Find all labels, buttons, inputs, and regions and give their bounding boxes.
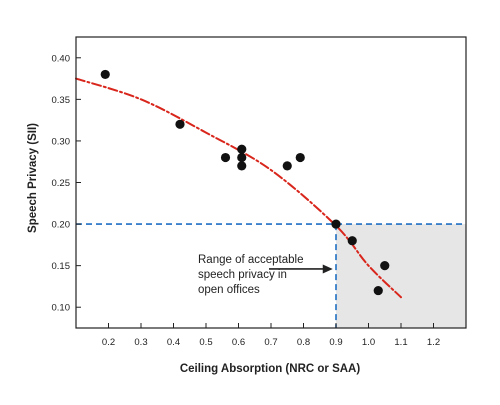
x-tick-label: 0.8 — [297, 337, 310, 348]
y-tick-label: 0.30 — [52, 136, 71, 147]
x-axis-label: Ceiling Absorption (NRC or SAA) — [180, 363, 361, 375]
x-axis-ticks: 0.2 0.3 0.4 0.5 0.6 0.7 0.8 0.9 1.0 1.1 1.2 — [102, 323, 440, 348]
data-point — [100, 69, 110, 80]
acceptable-range-region — [336, 224, 466, 328]
annotation-line-2: speech privacy in — [198, 269, 287, 281]
data-point — [237, 144, 247, 154]
data-point — [237, 152, 247, 163]
x-tick-label: 1.1 — [394, 337, 407, 348]
reference-lines — [76, 223, 466, 328]
y-tick-label: 0.10 — [52, 303, 71, 314]
x-tick-label: 0.5 — [199, 337, 212, 348]
x-tick-label: 0.2 — [102, 337, 115, 348]
annotation: Range of acceptable speech privacy in op… — [198, 254, 333, 296]
trend-line-group — [75, 77, 402, 299]
x-tick-label: 0.9 — [329, 337, 342, 348]
data-point — [282, 161, 292, 171]
shaded-region — [336, 224, 466, 328]
y-tick-label: 0.20 — [52, 220, 71, 231]
data-point — [380, 261, 390, 271]
x-tick-label: 0.6 — [232, 337, 245, 348]
x-tick-label: 0.7 — [264, 337, 277, 348]
x-tick-label: 1.2 — [427, 337, 440, 348]
y-tick-label: 0.25 — [52, 178, 71, 189]
trend-line — [75, 77, 402, 299]
annotation-line-3: open offices — [198, 284, 260, 296]
data-point — [373, 285, 383, 296]
x-tick-label: 1.0 — [362, 337, 375, 348]
y-tick-label: 0.35 — [52, 95, 71, 106]
data-point — [331, 219, 341, 229]
data-point — [175, 119, 185, 129]
data-point — [347, 236, 357, 246]
y-axis-label: Speech Privacy (SII) — [27, 123, 39, 233]
y-axis-ticks: 0.10 0.15 0.20 0.25 0.30 0.35 0.40 — [52, 53, 81, 314]
annotation-arrow-head — [322, 264, 333, 274]
x-tick-label: 0.4 — [167, 337, 180, 348]
data-points — [100, 69, 390, 296]
y-tick-label: 0.40 — [52, 53, 71, 64]
annotation-line-1: Range of acceptable — [198, 254, 304, 266]
y-tick-label: 0.15 — [52, 261, 71, 272]
data-point — [295, 152, 305, 163]
data-point — [220, 152, 231, 163]
data-point — [237, 161, 247, 171]
x-tick-label: 0.3 — [134, 337, 147, 348]
